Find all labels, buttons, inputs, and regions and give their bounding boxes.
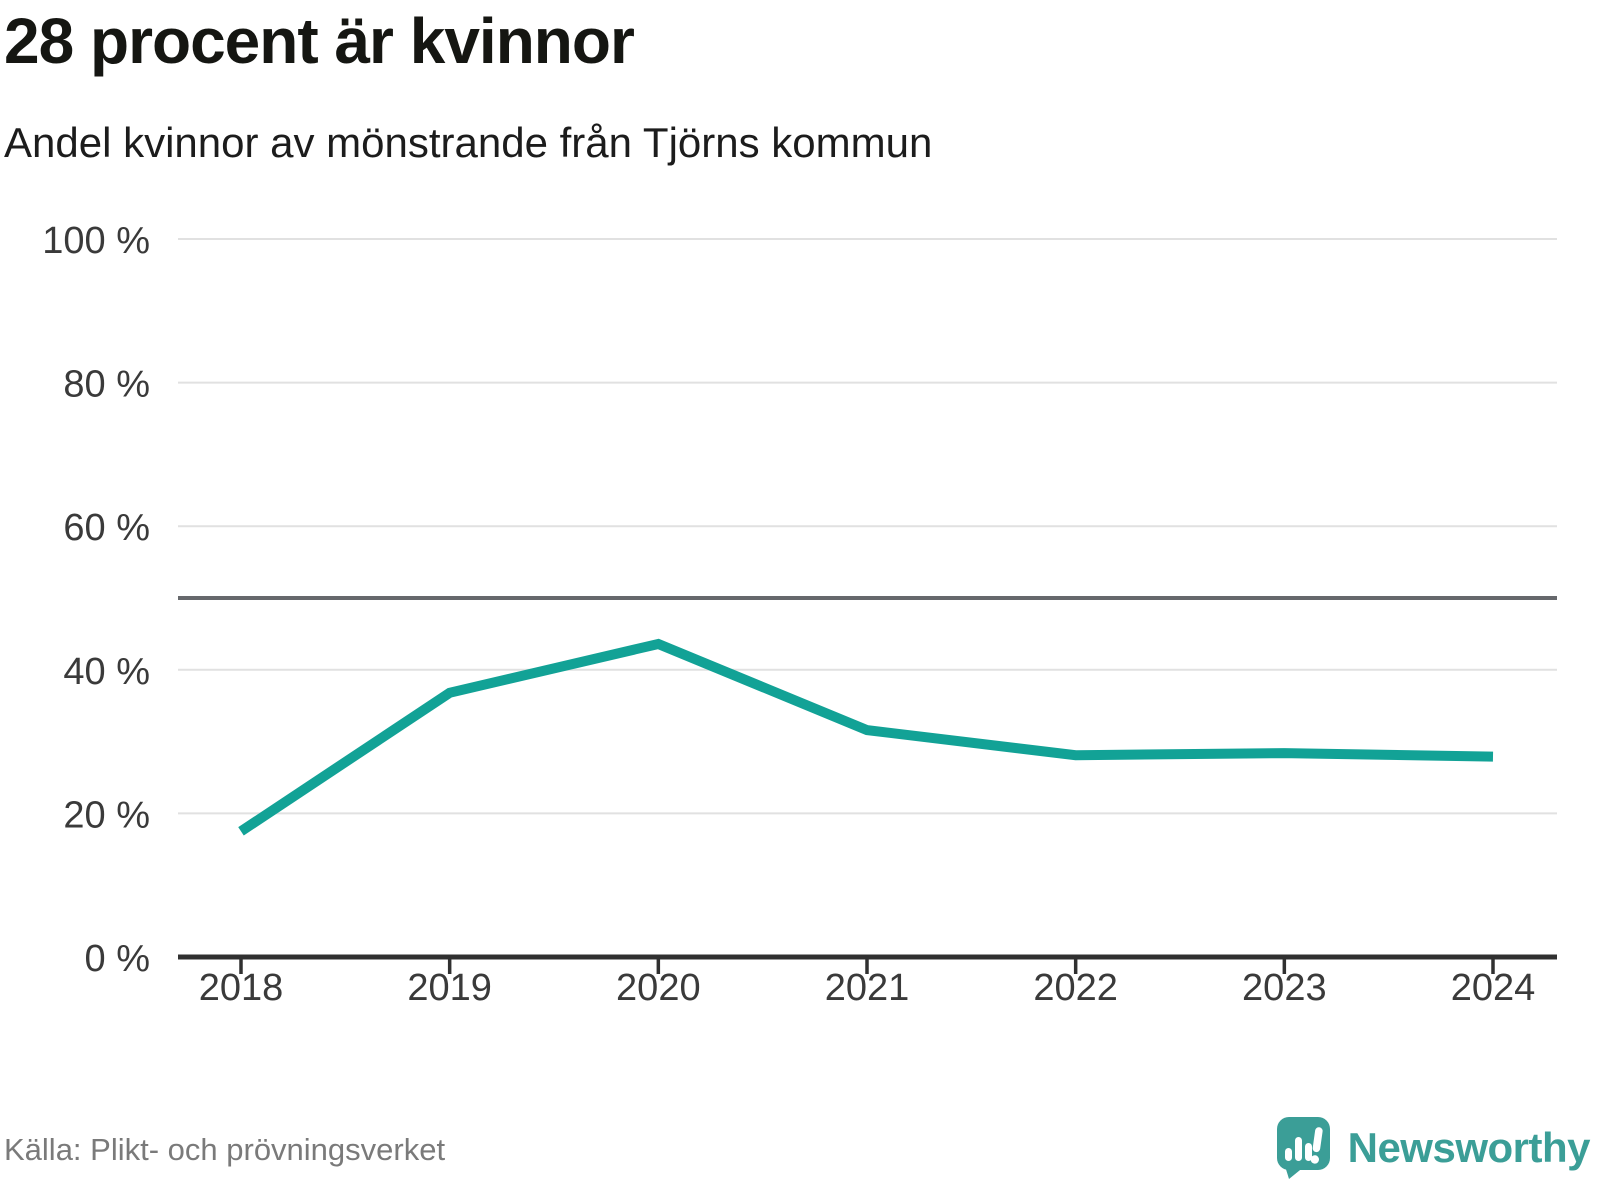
newsworthy-icon — [1276, 1117, 1330, 1179]
y-tick-label: 100 % — [42, 220, 150, 262]
source-note: Källa: Plikt- och prövningsverket — [4, 1132, 446, 1167]
chart-subtitle: Andel kvinnor av mönstrande från Tjörns … — [4, 119, 933, 166]
x-tick-label: 2019 — [407, 967, 492, 1009]
y-tick-label: 60 % — [63, 507, 150, 549]
data-line — [238, 638, 1494, 836]
x-tick-label: 2018 — [199, 967, 284, 1009]
y-tick-label: 0 % — [85, 938, 150, 980]
brand-logo: Newsworthy — [1276, 1116, 1591, 1180]
x-tick-label: 2024 — [1451, 967, 1536, 1009]
y-tick-label: 40 % — [63, 651, 150, 693]
brand-name: Newsworthy — [1347, 1124, 1591, 1171]
x-tick-label: 2020 — [616, 967, 701, 1009]
x-tick-label: 2022 — [1033, 967, 1118, 1009]
x-tick-label: 2023 — [1242, 967, 1327, 1009]
y-tick-label: 80 % — [63, 364, 150, 406]
x-tick-label: 2021 — [825, 967, 910, 1009]
chart-title: 28 procent är kvinnor — [4, 5, 635, 77]
y-tick-label: 20 % — [63, 794, 150, 836]
